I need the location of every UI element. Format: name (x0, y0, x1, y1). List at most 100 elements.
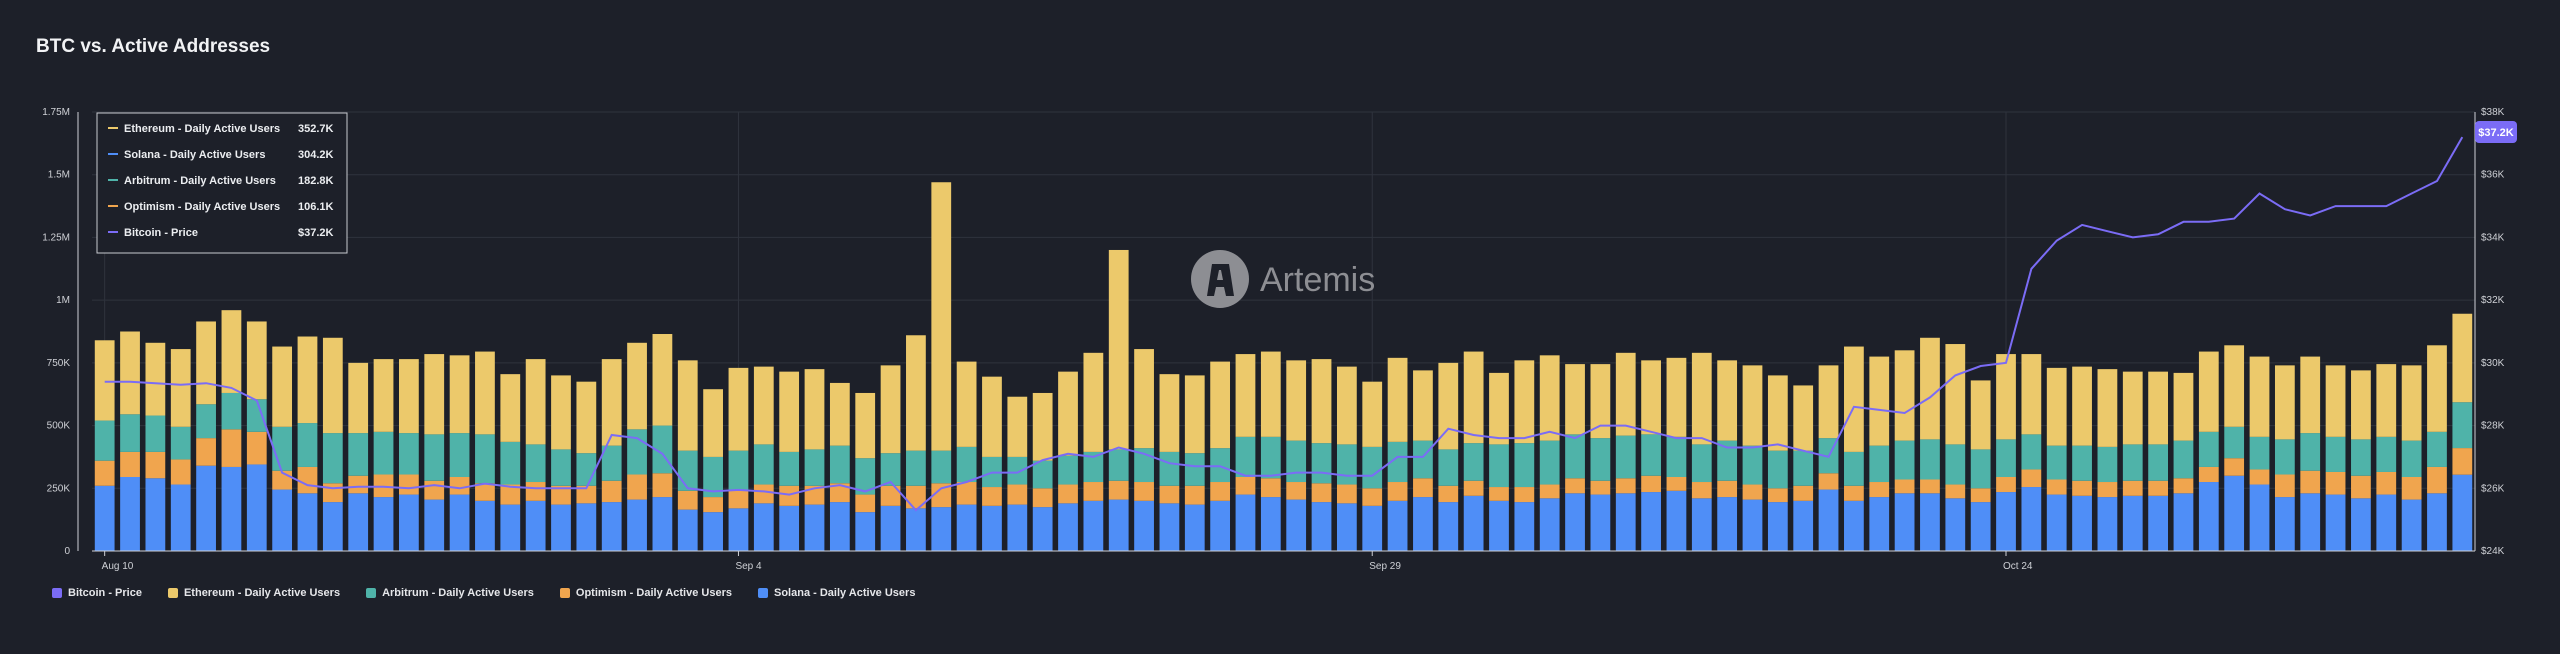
y-left-tick-label: 1M (56, 295, 70, 306)
optimism-bar (931, 483, 952, 508)
tooltip-box (96, 112, 348, 254)
ethereum-bar (1844, 346, 1864, 452)
solana-bar (1413, 497, 1433, 551)
tooltip-value: 106.1K (298, 201, 334, 213)
ethereum-bar (1590, 364, 1611, 439)
optimism-bar (1463, 480, 1484, 496)
legend-swatch (559, 588, 570, 598)
optimism-bar (1970, 488, 1991, 503)
ethereum-bar (1336, 366, 1357, 445)
legend-item[interactable]: Optimism - Daily Active Users (559, 587, 732, 599)
arbitrum-bar (221, 392, 242, 430)
optimism-bar (906, 485, 926, 509)
optimism-bar (246, 431, 267, 465)
optimism-bar (1286, 482, 1307, 500)
optimism-bar (2198, 466, 2219, 483)
ethereum-bar (703, 389, 723, 457)
chart-title: BTC vs. Active Addresses (36, 36, 271, 57)
tooltip-label: Solana - Daily Active Users (124, 149, 265, 161)
optimism-bar (1260, 478, 1281, 498)
solana-bar (196, 465, 216, 551)
solana-bar (1311, 502, 1332, 551)
optimism-bar (627, 474, 647, 500)
legend-item[interactable]: Arbitrum - Daily Active Users (366, 587, 534, 599)
solana-bar (2427, 493, 2447, 551)
arbitrum-bar (779, 451, 800, 486)
solana-bar (601, 502, 622, 551)
legend-item[interactable]: Ethereum - Daily Active Users (167, 587, 340, 599)
solana-bar (1666, 490, 1687, 551)
arbitrum-bar (1742, 445, 1763, 485)
ethereum-bar (1742, 365, 1763, 446)
ethereum-bar (1083, 352, 1104, 452)
arbitrum-bar (804, 449, 825, 486)
bitcoin-price-line (104, 136, 2464, 512)
solana-bar (272, 489, 293, 551)
arbitrum-bar (1083, 451, 1104, 483)
ethereum-bar (449, 355, 470, 434)
solana-bar (449, 494, 470, 551)
tooltip-value: 182.8K (298, 175, 334, 187)
ethereum-bar (1159, 374, 1180, 452)
solana-bar (829, 502, 850, 551)
price-line-series (104, 136, 2464, 512)
arbitrum-bar (1260, 436, 1281, 479)
tooltip-label: Ethereum - Daily Active Users (124, 123, 280, 135)
ethereum-bar (2325, 365, 2346, 437)
ethereum-bar (627, 342, 647, 430)
ethereum-bar (1134, 349, 1154, 449)
ethereum-bar (1818, 365, 1839, 439)
solana-bar (1869, 497, 1890, 551)
optimism-bar (779, 485, 800, 506)
solana-bar (1945, 498, 1966, 551)
ethereum-bar (855, 392, 876, 459)
ethereum-bar (1717, 360, 1738, 441)
legend-item[interactable]: Solana - Daily Active Users (758, 587, 915, 599)
solana-bar (1767, 502, 1788, 551)
optimism-bar (652, 473, 673, 498)
arbitrum-bar (551, 449, 571, 486)
arbitrum-bar (1793, 450, 1814, 486)
arbitrum-bar (120, 414, 140, 452)
arbitrum-bar (1387, 441, 1408, 483)
legend-item[interactable]: Bitcoin - Price (52, 587, 142, 599)
ethereum-bar (2300, 356, 2321, 434)
optimism-bar (1159, 485, 1180, 504)
y-right-tick-label: $36K (2481, 170, 2505, 181)
arbitrum-bar (728, 450, 749, 491)
ethereum-bar (906, 335, 926, 451)
arbitrum-bar (2274, 439, 2295, 475)
ethereum-bar (1970, 380, 1991, 450)
ethereum-bar (94, 340, 115, 421)
solana-bar (1970, 502, 1991, 551)
optimism-bar (145, 451, 166, 479)
optimism-bar (1565, 478, 1585, 494)
optimism-bar (2274, 474, 2295, 498)
ethereum-bar (1032, 392, 1053, 461)
optimism-bar (399, 474, 419, 495)
arbitrum-bar (297, 423, 318, 467)
y-left-tick-label: 1.75M (42, 107, 70, 118)
arbitrum-bar (1463, 443, 1484, 481)
solana-bar (475, 500, 495, 551)
watermark-text: Artemis (1260, 261, 1375, 299)
ethereum-bar (551, 375, 571, 450)
arbitrum-bar (1615, 435, 1636, 479)
ethereum-bar (373, 359, 394, 432)
solana-bar (1438, 502, 1459, 551)
optimism-bar (2427, 466, 2447, 494)
arbitrum-bar (1920, 439, 1940, 480)
ethereum-bar (956, 361, 977, 447)
tooltip-value: $37.2K (298, 227, 334, 239)
y-left-tick-label: 0 (64, 546, 70, 557)
optimism-bar (2046, 479, 2067, 495)
arbitrum-bar (2148, 444, 2168, 481)
arbitrum-bar (145, 415, 166, 452)
legend-swatch (366, 588, 377, 598)
arbitrum-bar (1210, 448, 1231, 483)
solana-bar (551, 504, 571, 551)
optimism-bar (1742, 484, 1763, 500)
arbitrum-bar (1489, 444, 1509, 488)
solana-bar (399, 494, 419, 551)
optimism-bar (1641, 475, 1661, 493)
